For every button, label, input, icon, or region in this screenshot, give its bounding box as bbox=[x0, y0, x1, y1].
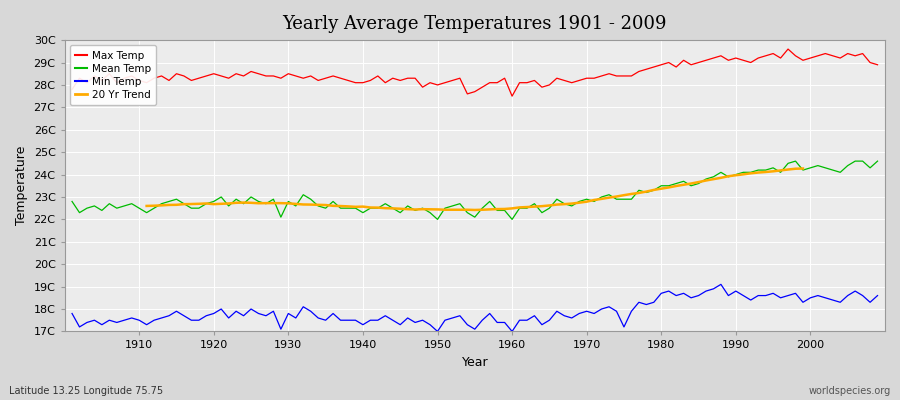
Legend: Max Temp, Mean Temp, Min Temp, 20 Yr Trend: Max Temp, Mean Temp, Min Temp, 20 Yr Tre… bbox=[70, 45, 156, 105]
Text: Latitude 13.25 Longitude 75.75: Latitude 13.25 Longitude 75.75 bbox=[9, 386, 163, 396]
Title: Yearly Average Temperatures 1901 - 2009: Yearly Average Temperatures 1901 - 2009 bbox=[283, 15, 667, 33]
Text: worldspecies.org: worldspecies.org bbox=[809, 386, 891, 396]
Y-axis label: Temperature: Temperature bbox=[15, 146, 28, 226]
X-axis label: Year: Year bbox=[462, 356, 488, 369]
